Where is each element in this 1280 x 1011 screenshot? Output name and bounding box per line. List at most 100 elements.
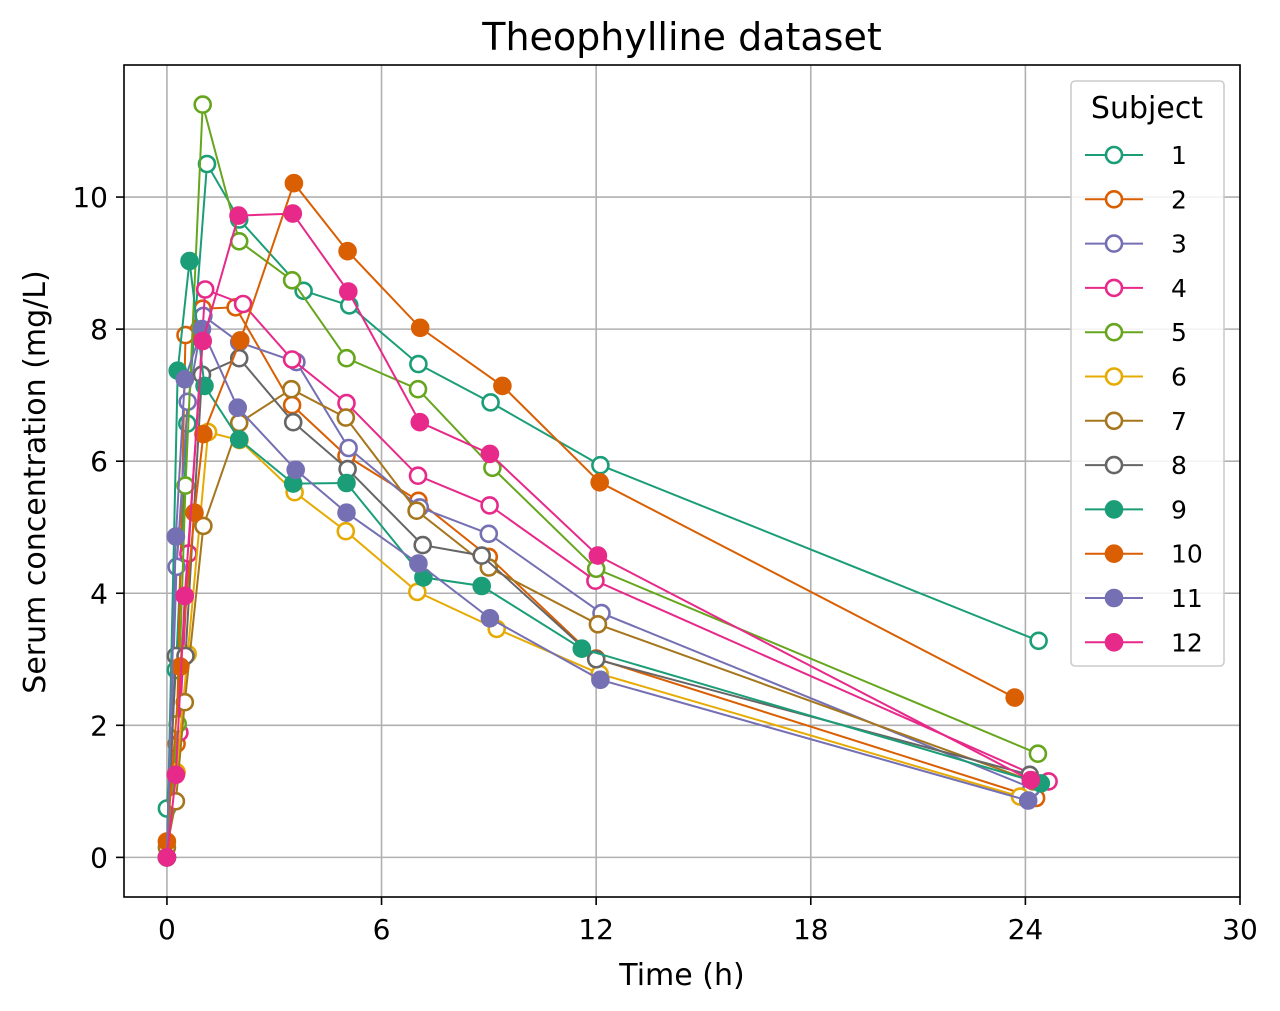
legend-marker [1104,322,1124,342]
data-point [1021,770,1041,790]
legend-marker [1104,367,1124,386]
plot-frame [123,64,1241,898]
data-point [472,546,492,565]
x-tick-label: 18 [793,913,829,946]
legend-marker [1104,278,1124,298]
legend-marker [1104,544,1124,564]
data-point [282,395,302,415]
data-point [284,173,304,193]
data-point [282,350,302,369]
data-point [166,527,186,546]
legend-label: 7 [1171,407,1187,436]
legend-label: 6 [1171,363,1187,392]
legend-marker [1104,632,1124,652]
legend-label: 12 [1171,628,1203,657]
legend-label: 8 [1171,451,1187,480]
legend-item: 2 [1085,185,1187,214]
data-point [1028,744,1048,764]
data-point [166,765,186,785]
legend-marker [1104,234,1124,253]
data-point [408,466,428,486]
data-point [588,614,608,634]
data-point [194,516,213,536]
x-tick-label: 6 [373,913,391,946]
legend-label: 11 [1171,584,1203,613]
data-point [493,376,512,396]
data-point [407,501,426,521]
legend-item: 4 [1085,274,1187,303]
legend-box [1070,80,1225,667]
data-point [283,204,303,223]
series-9 [157,251,1051,867]
data-point [229,430,249,449]
data-point [337,473,356,493]
data-point [338,282,358,301]
data-point [175,369,195,389]
legend-item: 5 [1085,318,1187,347]
y-tick-label: 8 [90,313,108,346]
legend-marker [1104,145,1124,165]
legend-label: 10 [1171,540,1203,569]
data-point [233,294,253,314]
data-point [572,639,592,659]
data-point [480,608,500,628]
data-point [1018,791,1038,810]
data-point [157,848,177,867]
data-point [231,331,250,350]
data-point [591,455,610,475]
legend-marker [1104,455,1124,475]
data-point [408,379,428,399]
data-point [336,521,356,541]
legend-title: Subject [1091,91,1203,126]
legend-marker [1104,588,1124,608]
legend-item: 12 [1085,628,1203,657]
data-point [339,438,358,458]
data-point [588,546,608,565]
data-point [413,535,433,555]
y-tick-label: 10 [72,181,108,214]
data-point [338,241,357,261]
legend-label: 3 [1171,230,1187,259]
data-point [479,524,499,544]
data-point [286,460,306,480]
data-point [180,251,199,271]
data-point [590,472,610,492]
data-point [591,670,610,690]
data-point [283,412,303,432]
data-point [197,154,217,174]
data-point [282,270,302,290]
data-point [480,496,499,515]
series-11 [157,319,1038,867]
data-point [175,586,195,606]
series-12 [157,204,1041,867]
data-point [228,398,247,418]
x-tick-label: 12 [578,913,614,946]
series-layer [157,95,1058,867]
data-point [481,393,500,412]
data-point [409,554,428,573]
legend-marker [1104,411,1124,431]
data-point [410,318,430,338]
legend-label: 1 [1171,141,1187,170]
legend-label: 2 [1171,185,1187,214]
data-point [586,649,606,669]
y-tick-label: 6 [90,445,108,478]
data-point [409,354,428,374]
legend-item: 3 [1085,230,1187,259]
data-point [1029,631,1048,651]
data-point [229,413,249,433]
data-point [480,444,500,464]
data-point [472,576,492,596]
data-point [410,412,430,432]
chart-title: Theophylline dataset [481,15,882,59]
legend-item: 8 [1085,451,1187,480]
legend-marker [1104,500,1124,519]
data-point [178,392,197,412]
y-tick-label: 2 [90,709,108,742]
legend-item: 9 [1085,495,1187,524]
legend-label: 9 [1171,495,1187,524]
data-point [195,280,215,299]
